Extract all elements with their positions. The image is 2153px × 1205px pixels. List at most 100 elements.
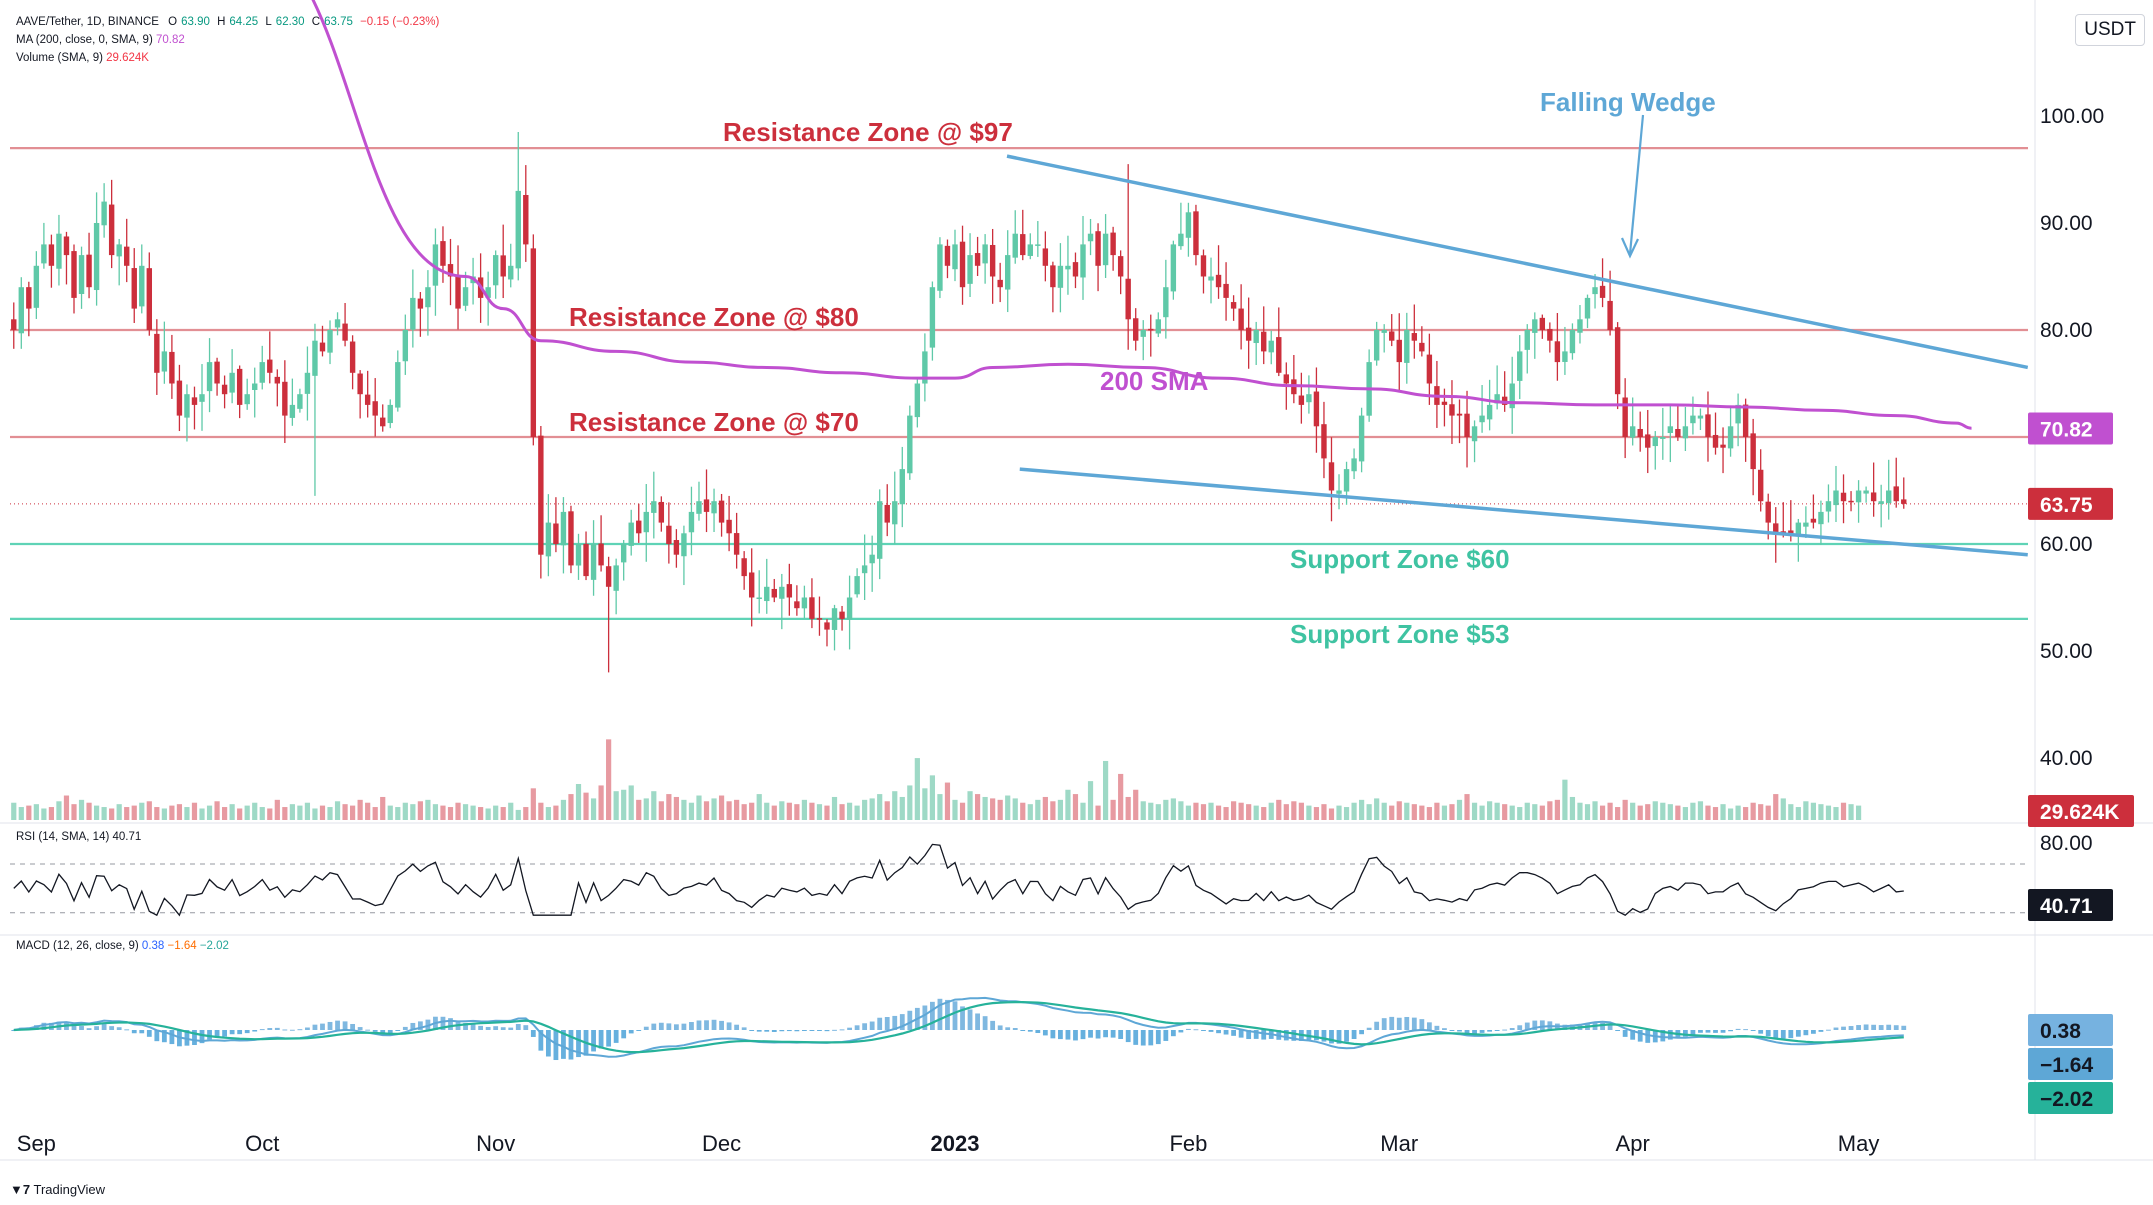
macd-histogram-bar: [764, 1030, 770, 1032]
macd-value-label-bg: [2028, 1048, 2113, 1080]
candle-body: [794, 601, 800, 609]
macd-histogram-bar: [613, 1030, 619, 1043]
candle-body: [1464, 413, 1470, 437]
macd-histogram-bar: [1810, 1030, 1816, 1034]
candle-body: [462, 287, 469, 306]
candle-body: [809, 597, 815, 619]
volume-bar: [93, 805, 100, 820]
volume-bar: [124, 807, 130, 820]
candle-body: [726, 519, 732, 534]
candle-body: [515, 190, 521, 269]
candle-body: [116, 244, 122, 257]
volume-bar: [1042, 796, 1048, 820]
candle-body: [613, 565, 619, 591]
chart-legend-main: AAVE/Tether, 1D, BINANCE O 63.90 H 64.25 L…: [16, 16, 439, 28]
candle-body: [1200, 255, 1207, 277]
macd-value-label: −2.02: [2040, 1088, 2093, 1111]
candle-body: [1072, 262, 1079, 277]
volume-bar: [1569, 796, 1576, 820]
candle-body: [274, 376, 281, 384]
macd-histogram-bar: [305, 1027, 310, 1030]
macd-histogram-bar: [1615, 1030, 1621, 1032]
macd-histogram-bar: [402, 1026, 408, 1030]
macd-legend-v3: −2.02: [199, 940, 229, 952]
macd-histogram-bar: [79, 1026, 84, 1030]
macd-histogram-bar: [1434, 1025, 1440, 1030]
volume-bar: [1524, 802, 1530, 820]
candle-body: [485, 287, 491, 298]
macd-histogram-bar: [109, 1026, 115, 1030]
volume-bar: [892, 791, 898, 820]
candle-body: [1042, 248, 1049, 266]
volume-bar: [387, 805, 393, 820]
macd-label: MACD (12, 26, close, 9): [16, 940, 139, 952]
candle-body: [1057, 265, 1064, 288]
candle-body: [447, 264, 454, 277]
macd-histogram-bar: [643, 1026, 649, 1030]
candle-body: [620, 544, 627, 563]
candle-body: [1343, 469, 1350, 492]
candle-body: [1012, 233, 1018, 258]
macd-histogram-bar: [282, 1029, 288, 1031]
macd-histogram-bar: [756, 1030, 762, 1032]
candle-body: [1645, 434, 1651, 448]
macd-histogram-bar: [1848, 1026, 1854, 1030]
volume-bar: [1727, 808, 1734, 820]
candle-body: [1404, 330, 1410, 363]
candle-body: [169, 351, 175, 384]
macd-value-label: −1.64: [2040, 1054, 2093, 1077]
candle-body: [764, 586, 770, 602]
macd-histogram-bar: [1374, 1021, 1380, 1030]
open-value: 63.90: [181, 16, 210, 28]
volume-bar: [824, 805, 830, 820]
candle-body: [1419, 342, 1425, 352]
candle-body: [146, 268, 153, 330]
candle-body: [733, 533, 740, 555]
price-tick: 90.00: [2040, 212, 2093, 235]
volume-bar: [342, 804, 348, 820]
volume-bar: [1170, 798, 1176, 820]
volume-value-label-bg: [2028, 795, 2134, 827]
macd-histogram-bar: [817, 1030, 822, 1031]
candle-body: [1825, 501, 1832, 512]
macd-histogram-bar: [1118, 1030, 1124, 1039]
macd-histogram-bar: [1645, 1030, 1651, 1043]
candle-body: [1577, 319, 1583, 333]
macd-histogram-bar: [101, 1024, 107, 1030]
volume-bar: [530, 788, 536, 820]
macd-histogram-bar: [1705, 1030, 1711, 1033]
macd-histogram-bar: [1329, 1030, 1334, 1044]
macd-histogram-bar: [1479, 1030, 1485, 1033]
annotation-label: Resistance Zone @ $70: [569, 407, 859, 437]
volume-bar: [1682, 807, 1688, 820]
volume-bar: [425, 799, 431, 820]
candle-body: [854, 576, 860, 595]
candle-body: [538, 435, 544, 555]
volume-bar: [1035, 799, 1041, 820]
volume-bar: [741, 804, 747, 820]
candle-body: [1833, 490, 1839, 506]
macd-histogram-bar: [229, 1030, 235, 1035]
annotation-label: Resistance Zone @ $97: [723, 117, 1013, 147]
volume-bar: [877, 794, 883, 820]
candle-body: [1148, 328, 1154, 331]
macd-histogram-bar: [997, 1025, 1003, 1030]
candle-body: [922, 351, 928, 384]
macd-histogram-bar: [839, 1029, 845, 1031]
volume-bar: [485, 808, 491, 820]
volume-bar: [18, 807, 24, 820]
macd-histogram-bar: [1110, 1030, 1116, 1038]
candle-body: [357, 373, 363, 395]
macd-histogram-bar: [139, 1030, 145, 1034]
currency-button[interactable]: USDT: [2075, 14, 2145, 46]
candle-body: [440, 241, 446, 266]
macd-histogram-bar: [786, 1030, 792, 1032]
volume-bar: [553, 805, 559, 820]
candle-body: [214, 361, 220, 384]
macd-histogram-bar: [169, 1030, 175, 1045]
macd-histogram-bar: [1449, 1030, 1455, 1031]
candle-body: [1020, 234, 1026, 256]
volume-bar: [1577, 802, 1583, 820]
volume-bar: [1155, 804, 1161, 820]
